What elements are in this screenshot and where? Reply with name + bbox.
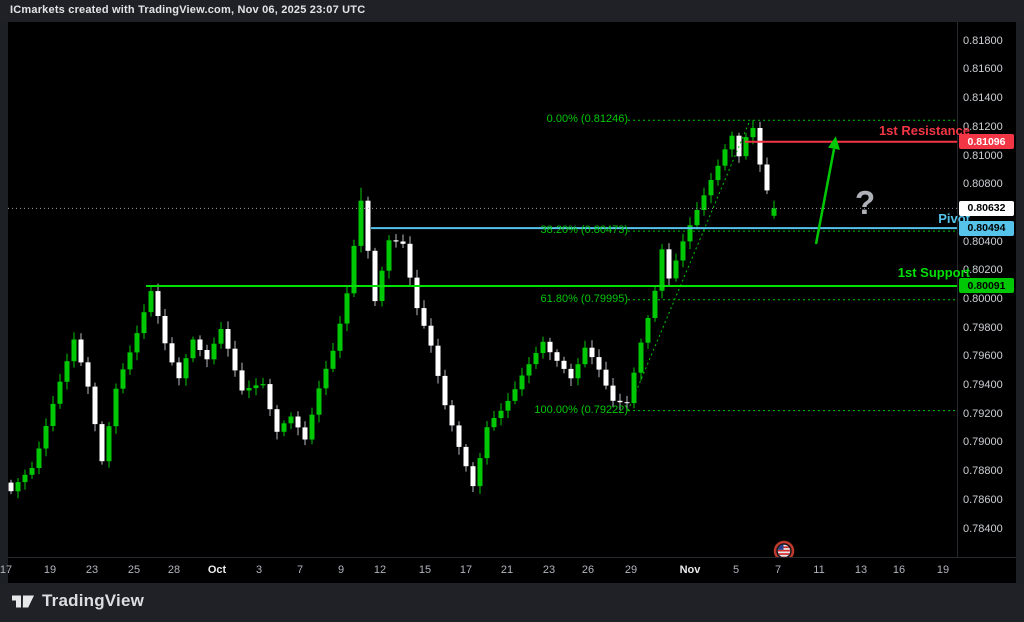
resistance-label: 1st Resistance xyxy=(878,122,970,138)
arrow-up-drawing[interactable] xyxy=(814,136,840,245)
price-tick: 0.81400 xyxy=(963,92,1003,105)
date-tick: 23 xyxy=(85,564,99,576)
price-axis[interactable]: 0.81800 0.81600 0.81400 0.81200 0.81000 0.808… xyxy=(957,22,1016,557)
price-tick: 0.81000 xyxy=(963,149,1003,162)
date-tick: 3 xyxy=(255,564,263,576)
axis-separator xyxy=(957,22,958,583)
tradingview-logo[interactable]: TradingView xyxy=(12,591,144,611)
fib-100-label: 100.00% (0.79222) xyxy=(534,403,628,416)
date-tick: 26 xyxy=(581,564,595,576)
date-tick: 17 xyxy=(0,564,13,576)
date-tick: Oct xyxy=(207,564,227,576)
fib-382-label: 38.20% (0.80473) xyxy=(540,224,628,237)
date-tick: 17 xyxy=(459,564,473,576)
fib-0-label: 0.00% (0.81246) xyxy=(546,113,628,126)
top-bar: ICmarkets created with TradingView.com, … xyxy=(0,0,1024,22)
price-tick: 0.79000 xyxy=(963,436,1003,449)
price-tick: 0.79400 xyxy=(963,379,1003,392)
date-tick: 23 xyxy=(542,564,556,576)
resistance-price-badge: 0.81096 xyxy=(959,134,1014,150)
date-tick: 16 xyxy=(892,564,906,576)
chart-background xyxy=(8,22,1016,583)
date-tick: Nov xyxy=(679,564,701,576)
price-tick: 0.80400 xyxy=(963,235,1003,248)
price-tick: 0.81200 xyxy=(963,120,1003,133)
price-tick: 0.80000 xyxy=(963,293,1003,305)
price-tick: 0.79600 xyxy=(963,350,1003,363)
date-tick: 25 xyxy=(127,564,141,576)
date-tick: 13 xyxy=(854,564,868,576)
date-tick: 7 xyxy=(774,564,782,576)
support-price-badge: 0.80091 xyxy=(959,278,1014,294)
support-label: 1st Support xyxy=(897,264,970,280)
question-mark-annotation[interactable]: ? xyxy=(855,184,876,221)
time-axis[interactable]: 17 19 23 25 28 Oct 3 7 9 12 15 17 21 23 26 29 Nov 5 7 11 13 1… xyxy=(0,557,1016,584)
price-tick: 0.79800 xyxy=(963,321,1003,334)
pivot-price-badge: 0.80494 xyxy=(959,220,1014,236)
date-tick: 15 xyxy=(418,564,432,576)
tradingview-logo-text: TradingView xyxy=(42,591,145,610)
price-tick: 0.81600 xyxy=(963,63,1003,76)
date-tick: 11 xyxy=(813,564,825,576)
footer-bar: TradingView xyxy=(0,583,1024,622)
date-tick: 19 xyxy=(43,564,57,576)
date-tick: 7 xyxy=(296,564,304,576)
current-price-badge: 0.80632 xyxy=(959,200,1014,216)
date-tick: 5 xyxy=(732,564,740,576)
price-tick: 0.78800 xyxy=(963,465,1003,478)
price-tick: 0.78600 xyxy=(963,493,1003,506)
date-tick: 21 xyxy=(500,564,514,576)
candles xyxy=(8,120,777,499)
price-tick: 0.79200 xyxy=(963,407,1003,420)
tradingview-logo-icon xyxy=(12,595,34,607)
date-tick: 28 xyxy=(167,564,181,576)
date-tick: 12 xyxy=(373,564,387,576)
attribution-text: ICmarkets created with TradingView.com, … xyxy=(10,4,366,16)
us-flag-event-icon[interactable] xyxy=(773,540,795,562)
price-tick: 0.78400 xyxy=(963,522,1003,535)
date-tick: 9 xyxy=(337,564,345,576)
price-tick: 0.81800 xyxy=(963,34,1003,47)
fib-618-label: 61.80% (0.79995) xyxy=(540,292,628,305)
price-tick: 0.80800 xyxy=(963,178,1003,191)
date-tick: 29 xyxy=(624,564,638,576)
date-tick: 19 xyxy=(936,564,950,576)
price-tick: 0.80200 xyxy=(963,264,1003,277)
